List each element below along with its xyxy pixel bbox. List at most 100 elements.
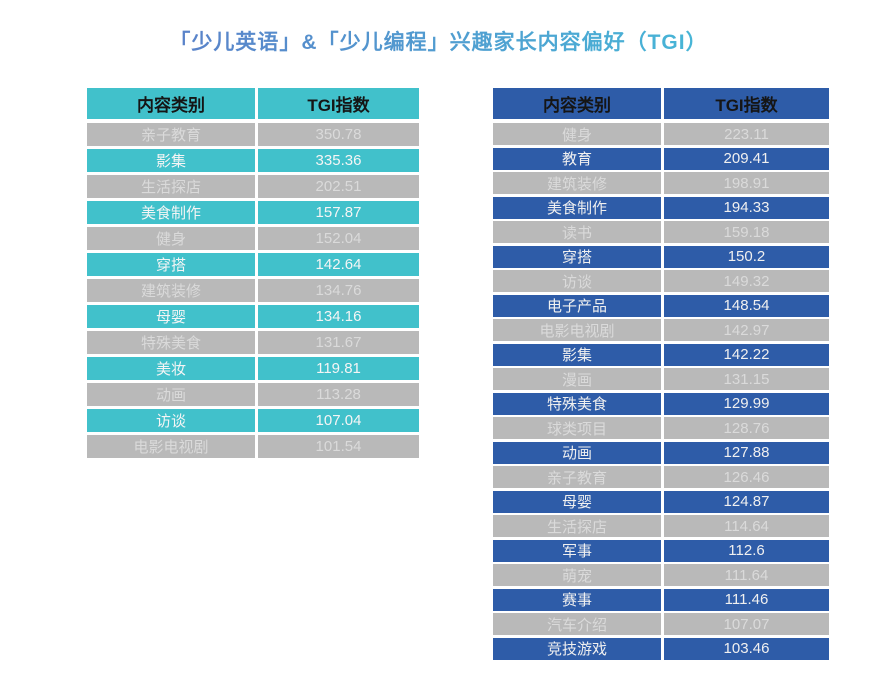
tgi-value-cell: 148.54 — [664, 294, 829, 317]
tgi-value-cell: 194.33 — [664, 196, 829, 219]
tgi-value-cell: 152.04 — [258, 227, 419, 250]
column-header-tgi: TGI指数 — [664, 88, 829, 119]
table-row: 赛事 111.46 — [493, 588, 829, 611]
tgi-table-right: 内容类别 TGI指数 健身 223.11 教育 209.41 建筑装修 198.91 美食制… — [493, 88, 829, 662]
table-row: 穿搭 150.2 — [493, 245, 829, 268]
category-cell: 球类项目 — [493, 417, 661, 439]
category-cell: 读书 — [493, 221, 661, 243]
tgi-value-cell: 128.76 — [664, 417, 829, 439]
tgi-value-cell: 111.64 — [664, 564, 829, 586]
category-cell: 漫画 — [493, 368, 661, 390]
tgi-value-cell: 202.51 — [258, 175, 419, 198]
table-row: 建筑装修 134.76 — [87, 279, 419, 302]
column-header-tgi: TGI指数 — [258, 88, 419, 119]
category-cell: 电影电视剧 — [87, 435, 255, 458]
tgi-value-cell: 131.67 — [258, 331, 419, 354]
category-cell: 亲子教育 — [493, 466, 661, 488]
category-cell: 影集 — [493, 343, 661, 366]
table-body: 亲子教育 350.78 影集 335.36 生活探店 202.51 美食制作 157.87 健身… — [87, 123, 419, 458]
table-row: 电子产品 148.54 — [493, 294, 829, 317]
tgi-value-cell: 198.91 — [664, 172, 829, 194]
table-row: 军事 112.6 — [493, 539, 829, 562]
category-cell: 特殊美食 — [493, 392, 661, 415]
table-row: 母婴 134.16 — [87, 305, 419, 328]
tgi-value-cell: 131.15 — [664, 368, 829, 390]
table-header-row: 内容类别 TGI指数 — [493, 88, 829, 119]
tgi-value-cell: 335.36 — [258, 149, 419, 172]
table-row: 生活探店 202.51 — [87, 175, 419, 198]
tgi-value-cell: 150.2 — [664, 245, 829, 268]
category-cell: 建筑装修 — [493, 172, 661, 194]
table-row: 亲子教育 350.78 — [87, 123, 419, 146]
table-row: 访谈 107.04 — [87, 409, 419, 432]
table-body: 健身 223.11 教育 209.41 建筑装修 198.91 美食制作 194.33 读书 15… — [493, 123, 829, 660]
table-row: 美食制作 157.87 — [87, 201, 419, 224]
category-cell: 动画 — [87, 383, 255, 406]
table-row: 汽车介绍 107.07 — [493, 613, 829, 635]
tgi-value-cell: 107.04 — [258, 409, 419, 432]
table-row: 健身 152.04 — [87, 227, 419, 250]
tgi-value-cell: 101.54 — [258, 435, 419, 458]
category-cell: 美食制作 — [493, 196, 661, 219]
table-row: 漫画 131.15 — [493, 368, 829, 390]
category-cell: 访谈 — [493, 270, 661, 292]
tgi-value-cell: 142.97 — [664, 319, 829, 341]
table-row: 电影电视剧 142.97 — [493, 319, 829, 341]
category-cell: 教育 — [493, 147, 661, 170]
table-row: 动画 113.28 — [87, 383, 419, 406]
tgi-value-cell: 157.87 — [258, 201, 419, 224]
tgi-value-cell: 124.87 — [664, 490, 829, 513]
category-cell: 美妆 — [87, 357, 255, 380]
tgi-value-cell: 103.46 — [664, 637, 829, 660]
category-cell: 美食制作 — [87, 201, 255, 224]
tgi-value-cell: 107.07 — [664, 613, 829, 635]
page-title: 「少儿英语」&「少儿编程」兴趣家长内容偏好（TGI） — [0, 26, 877, 56]
table-row: 亲子教育 126.46 — [493, 466, 829, 488]
category-cell: 赛事 — [493, 588, 661, 611]
category-cell: 影集 — [87, 149, 255, 172]
table-row: 特殊美食 129.99 — [493, 392, 829, 415]
category-cell: 动画 — [493, 441, 661, 464]
table-row: 特殊美食 131.67 — [87, 331, 419, 354]
table-row: 球类项目 128.76 — [493, 417, 829, 439]
column-header-category: 内容类别 — [493, 88, 661, 119]
table-row: 竞技游戏 103.46 — [493, 637, 829, 660]
table-row: 电影电视剧 101.54 — [87, 435, 419, 458]
tgi-value-cell: 159.18 — [664, 221, 829, 243]
table-row: 影集 142.22 — [493, 343, 829, 366]
table-row: 影集 335.36 — [87, 149, 419, 172]
category-cell: 健身 — [493, 123, 661, 145]
tgi-value-cell: 129.99 — [664, 392, 829, 415]
tgi-table-left: 内容类别 TGI指数 亲子教育 350.78 影集 335.36 生活探店 202.51 美… — [87, 88, 419, 461]
tgi-value-cell: 350.78 — [258, 123, 419, 146]
tgi-value-cell: 111.46 — [664, 588, 829, 611]
table-row: 母婴 124.87 — [493, 490, 829, 513]
category-cell: 亲子教育 — [87, 123, 255, 146]
tgi-value-cell: 142.64 — [258, 253, 419, 276]
category-cell: 访谈 — [87, 409, 255, 432]
category-cell: 健身 — [87, 227, 255, 250]
category-cell: 母婴 — [87, 305, 255, 328]
table-row: 访谈 149.32 — [493, 270, 829, 292]
table-row: 动画 127.88 — [493, 441, 829, 464]
tgi-value-cell: 114.64 — [664, 515, 829, 537]
category-cell: 萌宠 — [493, 564, 661, 586]
category-cell: 军事 — [493, 539, 661, 562]
table-row: 美妆 119.81 — [87, 357, 419, 380]
table-row: 健身 223.11 — [493, 123, 829, 145]
category-cell: 电影电视剧 — [493, 319, 661, 341]
category-cell: 特殊美食 — [87, 331, 255, 354]
column-header-category: 内容类别 — [87, 88, 255, 119]
table-row: 萌宠 111.64 — [493, 564, 829, 586]
table-row: 穿搭 142.64 — [87, 253, 419, 276]
tgi-value-cell: 209.41 — [664, 147, 829, 170]
table-row: 教育 209.41 — [493, 147, 829, 170]
tgi-value-cell: 149.32 — [664, 270, 829, 292]
category-cell: 穿搭 — [87, 253, 255, 276]
table-row: 美食制作 194.33 — [493, 196, 829, 219]
category-cell: 建筑装修 — [87, 279, 255, 302]
tgi-value-cell: 142.22 — [664, 343, 829, 366]
tgi-value-cell: 223.11 — [664, 123, 829, 145]
category-cell: 母婴 — [493, 490, 661, 513]
